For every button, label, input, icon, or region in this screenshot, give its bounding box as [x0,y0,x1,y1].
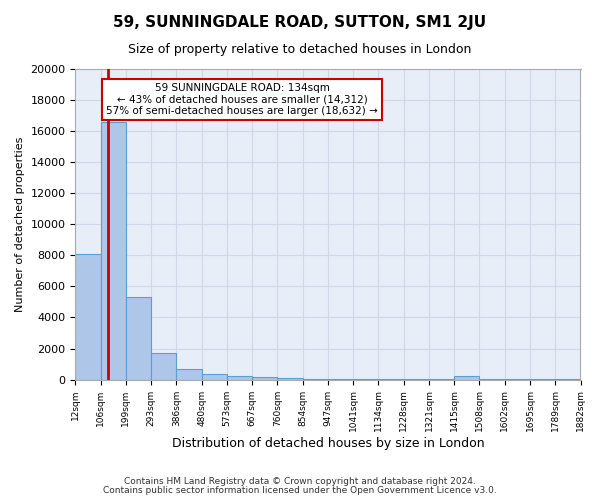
Bar [353,379,379,380]
Bar [126,298,151,380]
Bar [555,379,581,380]
Bar [176,368,202,380]
Bar [76,254,101,380]
Y-axis label: Number of detached properties: Number of detached properties [15,136,25,312]
Bar [202,374,227,380]
Bar [101,122,126,380]
Bar [479,379,505,380]
Bar [277,378,302,380]
Text: Contains public sector information licensed under the Open Government Licence v3: Contains public sector information licen… [103,486,497,495]
Text: Size of property relative to detached houses in London: Size of property relative to detached ho… [128,42,472,56]
Bar [505,379,530,380]
Bar [227,376,252,380]
Bar [252,377,277,380]
Bar [379,379,404,380]
Bar [404,379,429,380]
Text: 59, SUNNINGDALE ROAD, SUTTON, SM1 2JU: 59, SUNNINGDALE ROAD, SUTTON, SM1 2JU [113,15,487,30]
Text: 59 SUNNINGDALE ROAD: 134sqm
← 43% of detached houses are smaller (14,312)
57% of: 59 SUNNINGDALE ROAD: 134sqm ← 43% of det… [106,83,378,116]
Bar [302,378,328,380]
Bar [429,379,454,380]
Text: Contains HM Land Registry data © Crown copyright and database right 2024.: Contains HM Land Registry data © Crown c… [124,477,476,486]
Bar [454,376,479,380]
Bar [328,378,353,380]
Bar [151,353,176,380]
Bar [530,379,555,380]
X-axis label: Distribution of detached houses by size in London: Distribution of detached houses by size … [172,437,484,450]
